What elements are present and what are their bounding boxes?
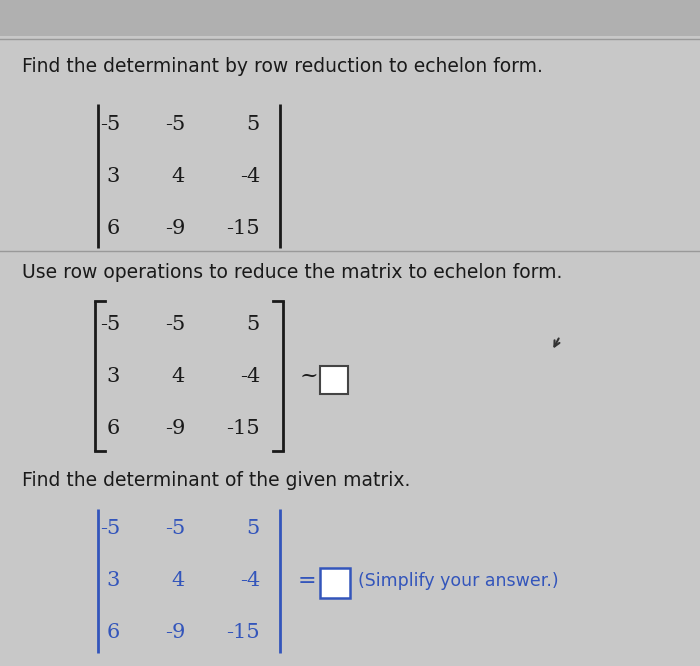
Text: -5: -5 [99, 519, 120, 539]
Text: Use row operations to reduce the matrix to echelon form.: Use row operations to reduce the matrix … [22, 264, 562, 282]
Text: -5: -5 [164, 314, 185, 334]
Text: 4: 4 [172, 166, 185, 186]
Text: -15: -15 [226, 623, 260, 643]
Text: 3: 3 [106, 166, 120, 186]
Bar [0, 0, 700, 36]
Text: -4: -4 [239, 166, 260, 186]
Text: -15: -15 [226, 418, 260, 438]
Text: -4: -4 [239, 366, 260, 386]
Text: -5: -5 [164, 519, 185, 539]
Text: -5: -5 [99, 314, 120, 334]
Text: 6: 6 [106, 623, 120, 643]
Text: 5: 5 [246, 519, 260, 539]
Text: =: = [298, 570, 316, 592]
Text: -9: -9 [164, 218, 185, 238]
Text: ~: ~ [300, 365, 318, 387]
Text: 6: 6 [106, 218, 120, 238]
Text: (Simplify your answer.): (Simplify your answer.) [358, 572, 559, 590]
Text: -9: -9 [164, 418, 185, 438]
Text: 5: 5 [246, 115, 260, 133]
Text: -9: -9 [164, 623, 185, 643]
Text: 3: 3 [106, 571, 120, 591]
Text: 4: 4 [172, 366, 185, 386]
Text: -5: -5 [164, 115, 185, 133]
Text: 5: 5 [246, 314, 260, 334]
Text: -5: -5 [99, 115, 120, 133]
Text: Find the determinant of the given matrix.: Find the determinant of the given matrix… [22, 472, 410, 490]
Text: -4: -4 [239, 571, 260, 591]
Text: 3: 3 [106, 366, 120, 386]
Text: 6: 6 [106, 418, 120, 438]
Text: -15: -15 [226, 218, 260, 238]
FancyBboxPatch shape [320, 366, 348, 394]
FancyBboxPatch shape [320, 568, 350, 598]
Text: Find the determinant by row reduction to echelon form.: Find the determinant by row reduction to… [22, 57, 543, 75]
Text: 4: 4 [172, 571, 185, 591]
